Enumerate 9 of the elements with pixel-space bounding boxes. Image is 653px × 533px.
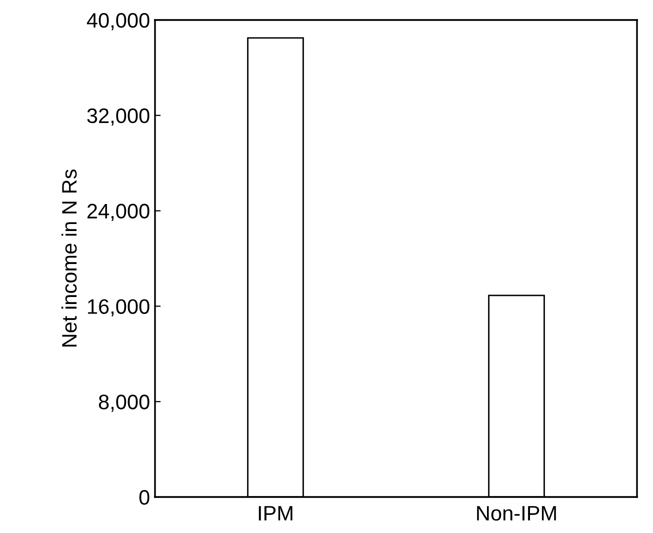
x-tick-label: Non-IPM [477,506,556,521]
y-tick-label: 32,000 [87,108,150,126]
y-tick-label: 16,000 [88,299,150,316]
x-tick-label: IPM [258,506,292,520]
y-tick-label: 40,000 [86,13,150,30]
y-tick-label: 0 [139,490,150,505]
y-tick-label: 24,000 [87,204,150,222]
y-axis-title: Net income in N Rs [61,170,77,347]
y-tick-label: 8,000 [98,394,150,412]
